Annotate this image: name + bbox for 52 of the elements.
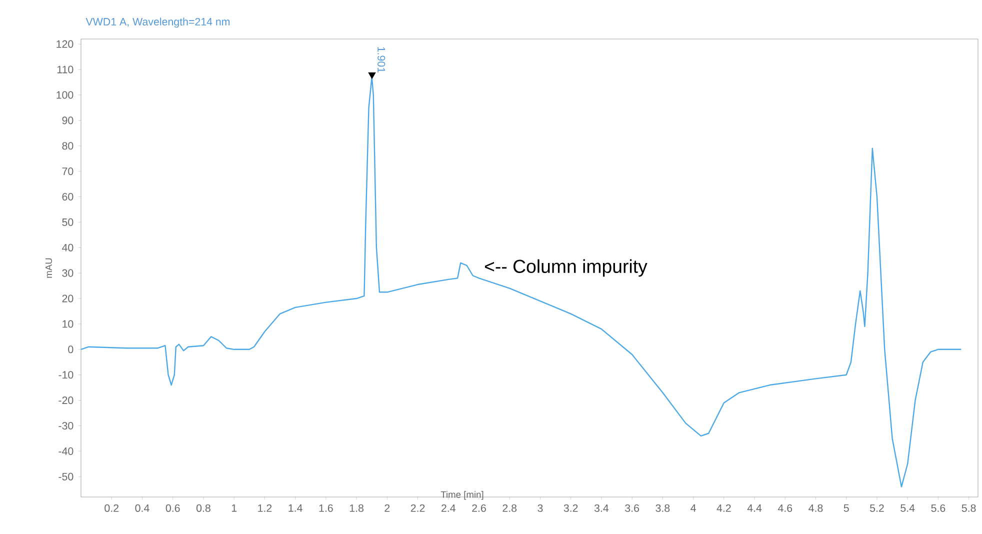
- y-tick-label: 100: [56, 91, 74, 99]
- y-tick-label: 20: [62, 294, 74, 302]
- y-axis-title: mAU: [46, 258, 52, 278]
- y-tick-label: -50: [58, 472, 74, 480]
- x-tick-label: 2.2: [410, 504, 425, 512]
- chart-title: VWD1 A, Wavelength=214 nm: [86, 18, 230, 28]
- x-tick-label: 0.6: [166, 504, 180, 512]
- y-tick-label: -40: [58, 447, 74, 455]
- y-tick-label: 70: [62, 168, 74, 176]
- y-tick-label: 0: [68, 346, 74, 354]
- y-tick-label: 60: [62, 192, 74, 201]
- x-tick-label: 0.4: [135, 504, 150, 512]
- y-tick-label: 50: [62, 218, 74, 226]
- x-tick-label: 1.2: [258, 504, 272, 512]
- x-tick-label: 3: [538, 504, 543, 512]
- x-tick-label: 4: [690, 504, 696, 512]
- y-tick-label: 10: [62, 320, 74, 328]
- x-tick-label: 0.8: [196, 504, 210, 512]
- x-tick-label: 3.2: [564, 504, 578, 512]
- annotation: 1.901: [378, 47, 386, 72]
- x-tick-label: 1.4: [288, 504, 302, 512]
- x-tick-label: 5.6: [931, 504, 946, 512]
- x-tick-label: 4.4: [747, 504, 762, 512]
- x-tick-label: 5.8: [962, 504, 976, 512]
- x-tick-label: 3.8: [656, 504, 670, 512]
- y-tick-label: 110: [57, 66, 74, 74]
- x-axis-title: Time [min]: [440, 491, 484, 500]
- y-tick-label: 90: [62, 116, 74, 124]
- y-tick-label: -30: [58, 422, 74, 430]
- y-tick-label: -20: [58, 396, 74, 404]
- annotation: <-- Column impurity: [484, 259, 648, 277]
- y-tick-label: 120: [56, 40, 74, 48]
- x-tick-label: 1.6: [319, 504, 333, 512]
- x-tick-label: 4.2: [716, 504, 731, 512]
- y-tick-label: -10: [58, 371, 74, 379]
- x-tick-label: 2: [384, 504, 390, 512]
- x-tick-label: 3.4: [594, 504, 609, 512]
- y-tick-label: 30: [62, 269, 74, 277]
- x-tick-label: 5.2: [870, 504, 884, 512]
- x-tick-label: 2.6: [472, 504, 486, 512]
- y-tick-label: 80: [62, 142, 74, 150]
- x-tick-label: 4.6: [778, 504, 792, 512]
- x-tick-label: 0.2: [104, 504, 118, 512]
- x-tick-label: 1.8: [350, 504, 364, 512]
- y-tick-label: 40: [62, 244, 74, 252]
- x-tick-label: 1: [232, 504, 237, 512]
- x-tick-label: 5.4: [900, 504, 915, 512]
- x-tick-label: 2.4: [442, 504, 456, 512]
- x-tick-label: 5: [844, 504, 849, 512]
- x-tick-label: 3.6: [625, 504, 640, 512]
- x-tick-label: 4.8: [808, 504, 823, 512]
- x-tick-label: 2.8: [502, 504, 517, 512]
